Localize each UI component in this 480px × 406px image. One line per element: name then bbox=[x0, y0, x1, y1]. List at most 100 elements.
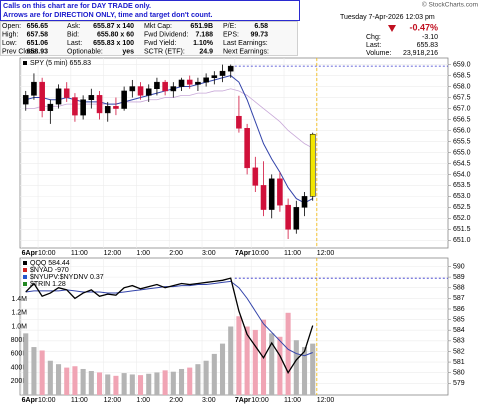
y-tick-label: 579 bbox=[453, 380, 465, 387]
volume-label: Volume: bbox=[366, 50, 391, 57]
y-tick-label: 581 bbox=[453, 359, 465, 366]
candle-body bbox=[309, 133, 316, 197]
y2-tick-label: 1.0M bbox=[11, 323, 27, 330]
quote-box bbox=[0, 21, 298, 56]
candle-body bbox=[31, 81, 37, 96]
candle-body bbox=[227, 65, 234, 72]
quote-label: P/E: bbox=[223, 23, 236, 30]
candle-body bbox=[104, 106, 111, 114]
candle-body bbox=[154, 81, 160, 90]
volume-bar bbox=[236, 316, 242, 395]
legend-swatch bbox=[23, 282, 27, 286]
quote-label: Next Earnings: bbox=[223, 49, 269, 56]
y-tick-label: 651.5 bbox=[453, 226, 471, 233]
volume-bar bbox=[187, 367, 193, 395]
volume-bar bbox=[129, 374, 135, 395]
quote-value: 7.188 bbox=[195, 31, 213, 38]
y-tick-label: 590 bbox=[453, 263, 465, 270]
volume: 23,918,216 bbox=[403, 50, 438, 57]
y-tick-label: 654.5 bbox=[453, 160, 471, 167]
volume-bar bbox=[55, 364, 62, 395]
volume-bar bbox=[252, 329, 258, 395]
y-tick-label: 655.5 bbox=[453, 138, 471, 145]
volume-bar bbox=[80, 368, 86, 395]
y-tick-label: 658.5 bbox=[453, 72, 471, 79]
legend-label: $NYAD -970 bbox=[30, 267, 69, 274]
quote-value: yes bbox=[122, 49, 134, 56]
legend-label: SPY (5 min) 655.83 bbox=[30, 60, 91, 67]
candle-body bbox=[96, 95, 103, 114]
quote-label: SCTR (ETF): bbox=[144, 49, 185, 56]
volume-bar bbox=[228, 326, 234, 395]
y-tick-label: 657.0 bbox=[453, 105, 471, 112]
volume-bar bbox=[170, 371, 176, 395]
candle-body bbox=[244, 128, 250, 169]
change: -3.10 bbox=[422, 34, 438, 41]
volume-bar bbox=[137, 375, 144, 395]
legend-label: $NYUPV:$NYDNV 0.37 bbox=[30, 274, 104, 281]
volume-bar bbox=[310, 343, 316, 395]
candle-body bbox=[137, 86, 144, 96]
candle-body bbox=[39, 81, 45, 111]
candle-body bbox=[129, 86, 136, 92]
legend-label: QQQ 584.44 bbox=[30, 260, 70, 267]
volume-bar bbox=[154, 372, 160, 395]
legend-swatch bbox=[23, 261, 27, 265]
y2-tick-label: 800K bbox=[11, 337, 28, 344]
volume-bar bbox=[269, 333, 275, 395]
price-line bbox=[25, 277, 314, 375]
y-tick-label: 656.5 bbox=[453, 116, 471, 123]
candle-body bbox=[80, 99, 86, 116]
x-tick-label: 12:00 bbox=[104, 397, 122, 404]
quote-label: Optionable: bbox=[67, 49, 103, 56]
x-tick-label: 12:00 bbox=[104, 250, 122, 257]
volume-bar bbox=[293, 340, 299, 395]
volume-bar bbox=[203, 360, 209, 395]
candle-body bbox=[145, 88, 152, 96]
notice-line: Calls on this chart are for DAY TRADE on… bbox=[3, 1, 151, 10]
candle-body bbox=[72, 97, 78, 116]
x-tick-label: 11:00 bbox=[71, 250, 88, 257]
change-pct: -0.47% bbox=[409, 22, 438, 32]
volume-bar bbox=[64, 367, 70, 395]
legend-label: $TRIN 1.28 bbox=[30, 281, 66, 288]
legend-swatch bbox=[23, 275, 27, 279]
x-tick-label: 6Apr bbox=[22, 250, 38, 257]
x-tick-label: 11:00 bbox=[284, 250, 301, 257]
candle-body bbox=[277, 178, 283, 206]
y-tick-label: 652.0 bbox=[453, 215, 471, 222]
x-tick-label: 3:00 bbox=[202, 397, 216, 404]
last: 655.83 bbox=[417, 42, 439, 49]
volume-bar bbox=[195, 364, 201, 395]
x-tick-label: 1:00 bbox=[136, 397, 150, 404]
x-tick-label: 2:00 bbox=[169, 250, 183, 257]
y-tick-label: 588 bbox=[453, 285, 465, 292]
y-tick-label: 655.0 bbox=[453, 149, 471, 156]
quote-value: 651.9B bbox=[190, 23, 213, 30]
x-tick-label: 11:00 bbox=[284, 397, 301, 404]
y2-tick-label: 1.4M bbox=[11, 296, 27, 303]
volume-bar bbox=[211, 353, 217, 395]
candle-body bbox=[55, 88, 62, 105]
quote-value: 655.80 x 60 bbox=[97, 31, 134, 38]
volume-bar bbox=[219, 343, 226, 395]
x-tick-label: 10:00 bbox=[251, 250, 269, 257]
notice-line: Arrows are for DIRECTION ONLY, time and … bbox=[3, 10, 213, 19]
y2-tick-label: 600K bbox=[11, 351, 28, 358]
volume-bar bbox=[121, 373, 127, 395]
quote-label: Mkt Cap: bbox=[144, 23, 172, 30]
x-tick-label: 7Apr bbox=[235, 250, 251, 257]
candle-body bbox=[178, 79, 185, 87]
quote-value: 6.58 bbox=[254, 23, 268, 30]
candle-body bbox=[170, 86, 177, 92]
y-tick-label: 659.0 bbox=[453, 61, 471, 68]
volume-bar bbox=[39, 350, 45, 395]
quote-label: High: bbox=[2, 31, 18, 38]
candle-body bbox=[162, 81, 168, 92]
volume-bar bbox=[178, 368, 185, 395]
volume-bar bbox=[301, 347, 308, 395]
legend-swatch bbox=[23, 268, 27, 272]
volume-bar bbox=[23, 333, 29, 395]
